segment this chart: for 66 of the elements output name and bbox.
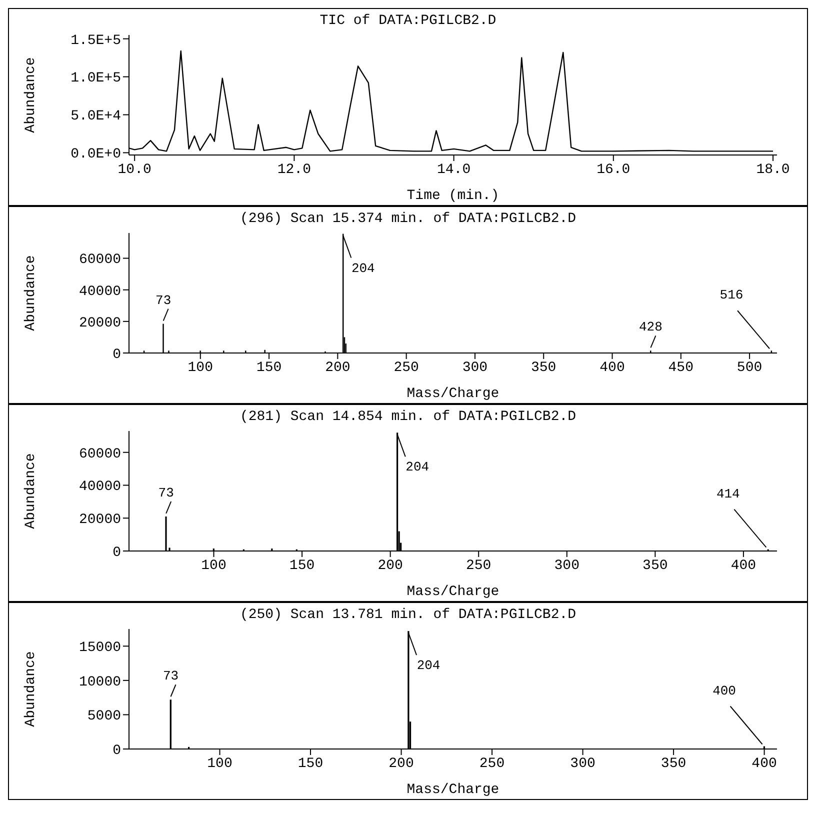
x-tick-label: 200 <box>388 756 414 772</box>
x-axis-title: Mass/Charge <box>406 386 500 402</box>
y-axis-title: Abundance <box>22 255 39 331</box>
y-tick-label: 20000 <box>78 512 121 528</box>
x-tick-label: 300 <box>462 360 488 376</box>
x-tick-label: 200 <box>325 360 350 376</box>
y-tick-label: 40000 <box>78 284 121 300</box>
annotation: 428 <box>638 320 662 335</box>
x-tick-label: 450 <box>668 360 694 376</box>
x-tick-label: 300 <box>570 756 596 772</box>
y-tick-label: 5.0E+4 <box>70 108 121 125</box>
x-axis-title: Mass/Charge <box>406 782 500 798</box>
x-tick-label: 250 <box>394 360 419 376</box>
y-tick-label: 0 <box>112 742 121 759</box>
annotation: 400 <box>712 683 736 698</box>
annotation: 414 <box>716 486 740 502</box>
annotation: 73 <box>156 292 172 308</box>
x-axis-title: Mass/Charge <box>406 584 500 600</box>
x-tick-label: 400 <box>730 558 756 574</box>
x-tick-label: 400 <box>600 360 625 376</box>
x-tick-label: 14.0 <box>436 162 471 178</box>
x-tick-label: 10.0 <box>118 162 152 178</box>
y-tick-label: 5000 <box>87 708 121 725</box>
x-tick-label: 16.0 <box>596 162 630 178</box>
x-tick-label: 500 <box>736 360 762 376</box>
x-tick-label: 350 <box>660 756 686 772</box>
y-axis-title: Abundance <box>22 57 39 133</box>
annotation: 73 <box>158 485 174 500</box>
x-tick-label: 100 <box>207 756 232 772</box>
x-tick-label: 350 <box>531 360 556 376</box>
y-tick-label: 1.5E+5 <box>70 32 121 49</box>
annotation: 204 <box>406 460 430 475</box>
annotation: 204 <box>416 658 440 674</box>
x-tick-label: 300 <box>554 558 580 574</box>
y-tick-label: 0 <box>112 346 121 363</box>
y-tick-label: 0.0E+0 <box>70 146 121 163</box>
y-tick-label: 1.0E+5 <box>70 70 121 87</box>
chart-title: (296) Scan 15.374 min. of DATA:PGILCB2.D <box>238 210 578 227</box>
y-tick-label: 60000 <box>78 252 121 268</box>
y-tick-label: 20000 <box>78 315 121 332</box>
y-axis-title: Abundance <box>22 651 39 727</box>
chart-title: (281) Scan 14.854 min. of DATA:PGILCB2.D <box>238 408 578 425</box>
annotation: 73 <box>162 668 179 684</box>
x-tick-label: 400 <box>752 756 777 772</box>
chart-title: (250) Scan 13.781 min. of DATA:PGILCB2.D <box>238 606 578 623</box>
y-tick-label: 60000 <box>78 446 121 462</box>
x-tick-label: 100 <box>201 558 226 574</box>
x-tick-label: 12.0 <box>277 162 311 178</box>
x-tick-label: 250 <box>466 558 492 574</box>
y-tick-label: 0 <box>112 544 121 561</box>
annotation: 516 <box>720 288 744 303</box>
y-tick-label: 15000 <box>78 640 121 656</box>
chart-title: TIC of DATA:PGILCB2.D <box>318 12 498 29</box>
x-tick-label: 100 <box>188 360 213 376</box>
x-tick-label: 350 <box>642 558 668 574</box>
x-tick-label: 150 <box>289 558 315 574</box>
y-tick-label: 40000 <box>78 479 121 496</box>
y-axis-title: Abundance <box>22 453 39 529</box>
annotation: 204 <box>351 260 376 276</box>
x-tick-label: 200 <box>378 558 403 574</box>
x-tick-label: 250 <box>479 756 505 772</box>
x-tick-label: 150 <box>256 360 282 376</box>
x-axis-title: Time (min.) <box>406 188 500 204</box>
x-tick-label: 18.0 <box>756 162 790 178</box>
y-tick-label: 10000 <box>78 674 121 690</box>
x-tick-label: 150 <box>298 756 324 772</box>
